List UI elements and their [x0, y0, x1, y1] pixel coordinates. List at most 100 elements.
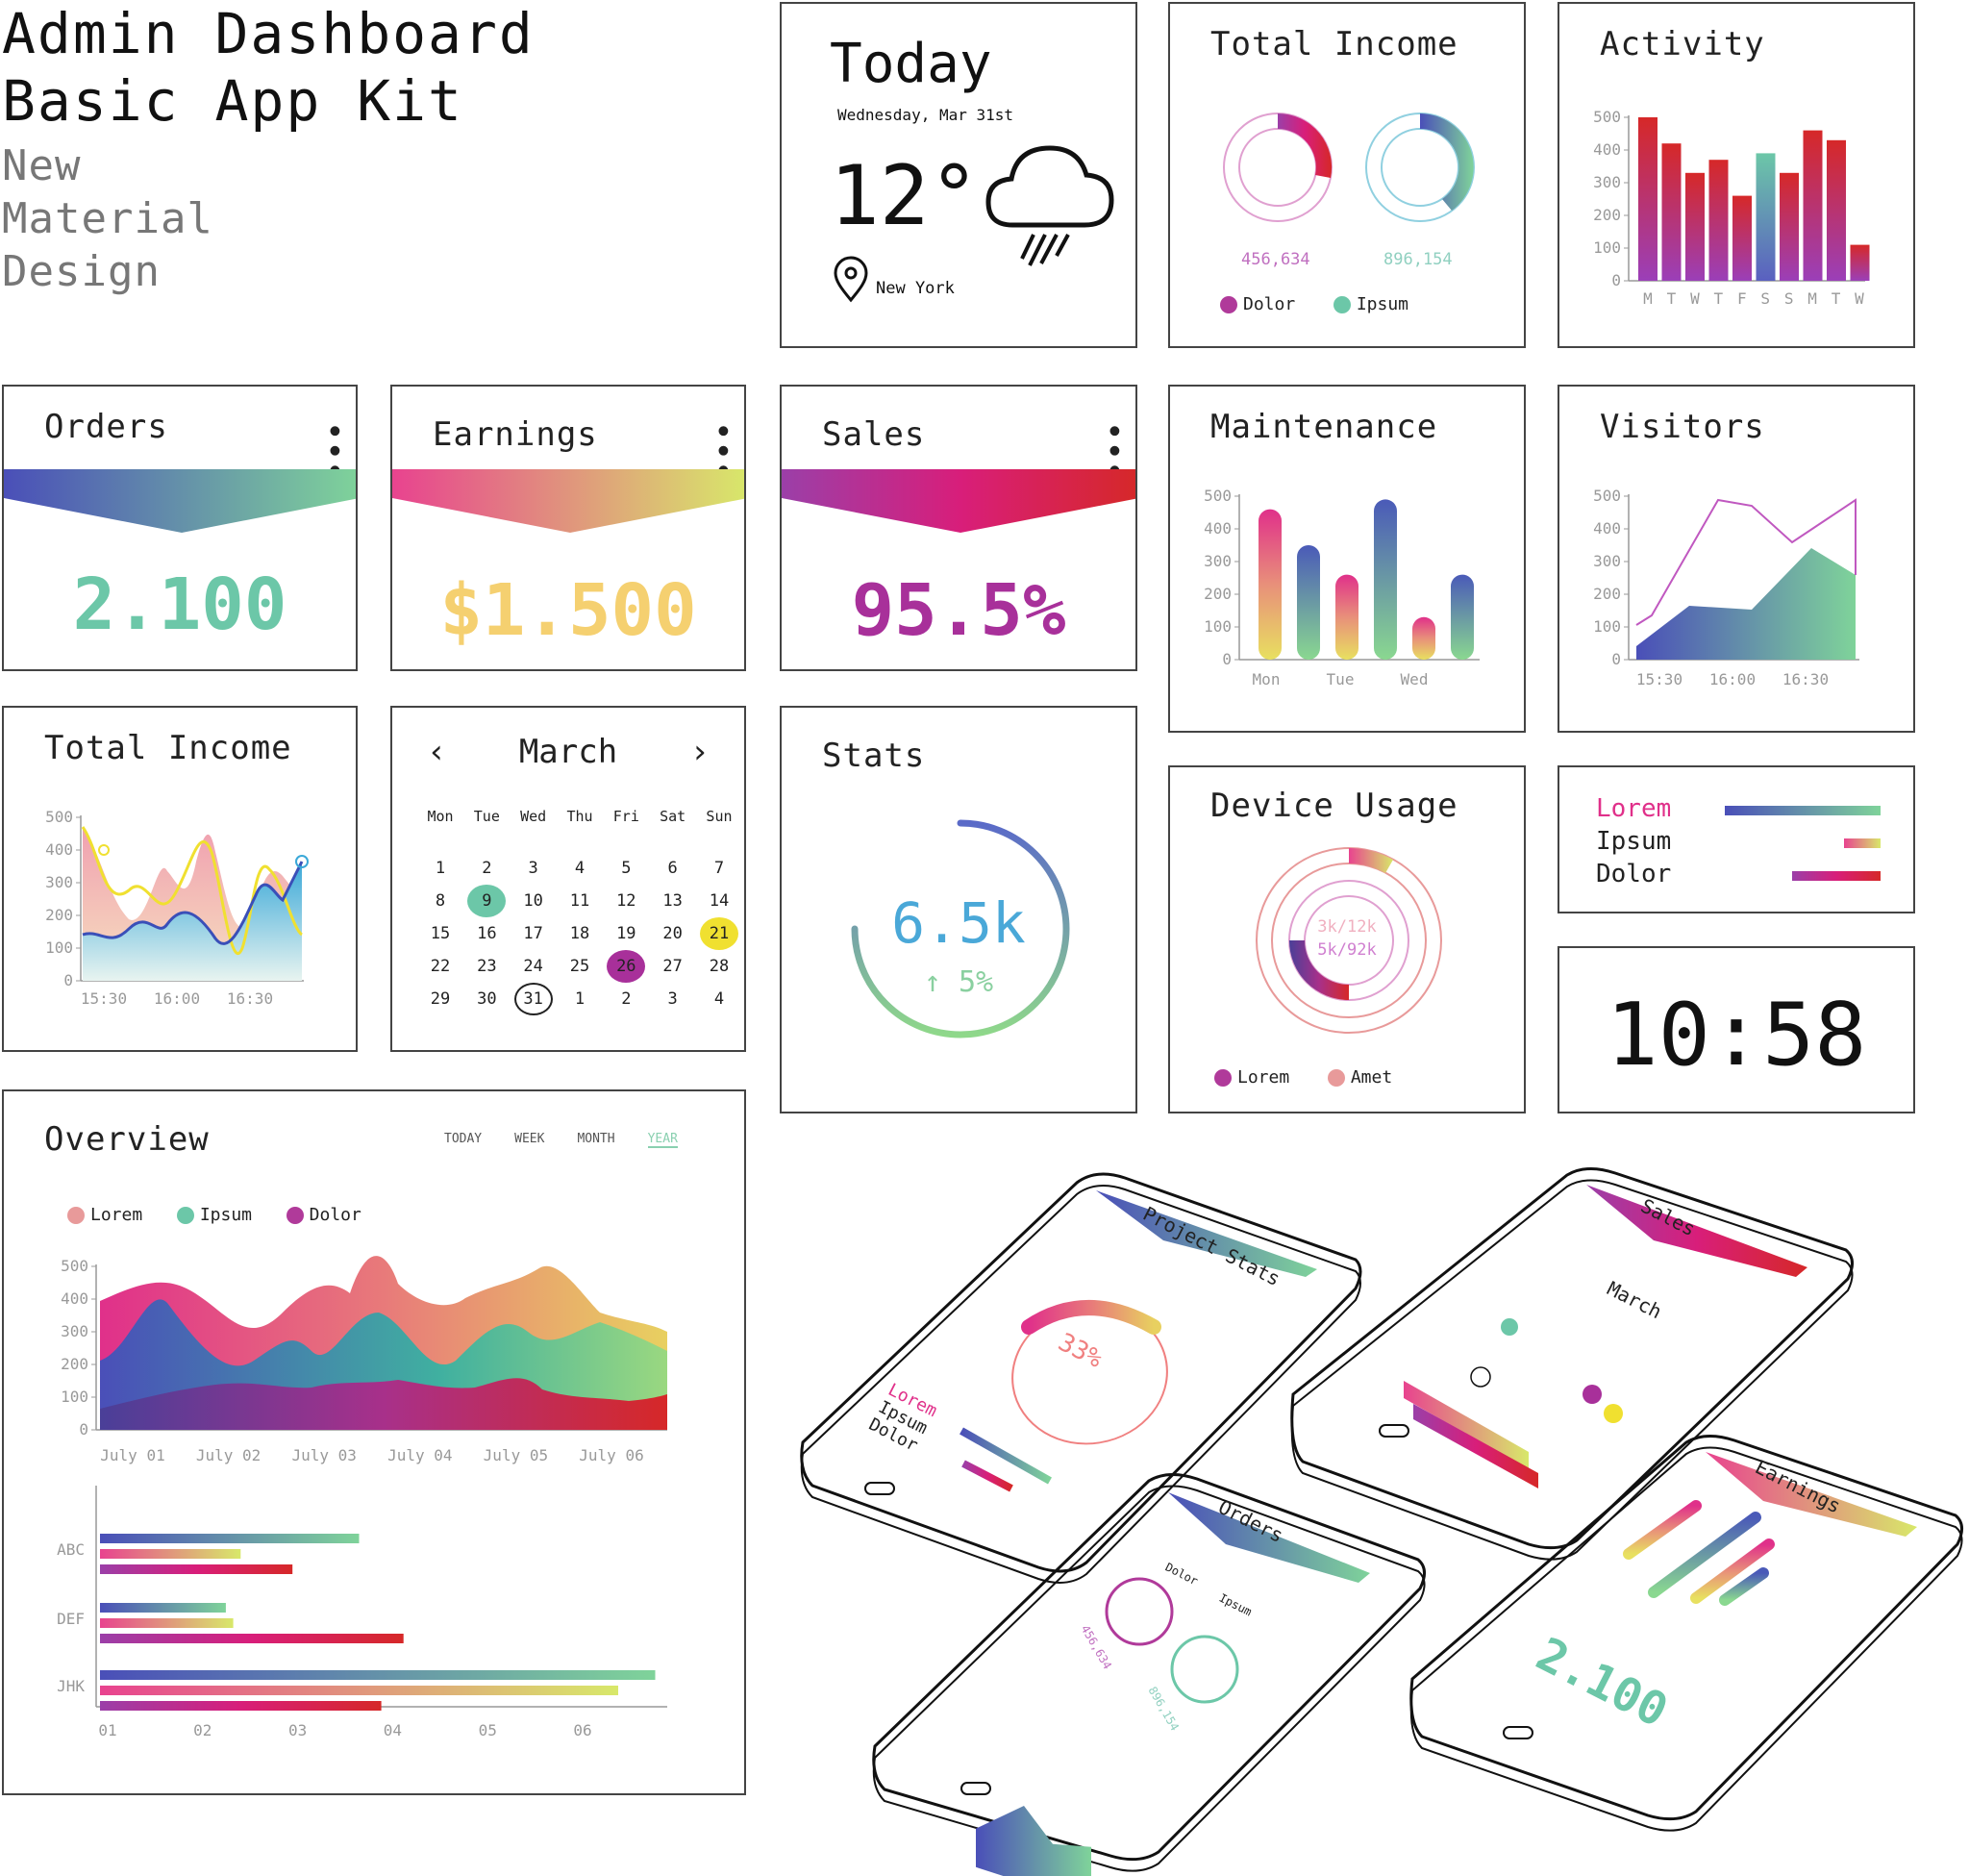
calendar-day[interactable]: 4	[574, 859, 586, 878]
calendar-day[interactable]: 8	[435, 891, 446, 911]
calendar-day[interactable]: 24	[523, 957, 543, 976]
overview-hbar	[100, 1686, 618, 1695]
calendar-day[interactable]: 4	[713, 989, 725, 1009]
temperature: 12°	[830, 148, 980, 244]
y-tick: 200	[45, 906, 73, 924]
sales-banner	[782, 469, 1135, 533]
calendar-day[interactable]: 13	[662, 891, 683, 911]
activity-bar	[1827, 139, 1846, 281]
activity-bar	[1708, 160, 1729, 281]
calendar-day[interactable]: 2	[621, 989, 632, 1009]
device-usage-card: Device Usage 3k/12k 5k/92k Lorem Amet	[1168, 765, 1526, 1113]
calendar-day[interactable]: 1	[574, 989, 586, 1009]
calendar-day[interactable]: 23	[477, 957, 497, 976]
maintenance-bar	[1259, 509, 1282, 660]
card-title: Total Income	[44, 729, 292, 767]
calendar-day[interactable]: 28	[709, 957, 730, 976]
activity-bar	[1685, 172, 1705, 281]
calendar-day[interactable]: 12	[616, 891, 636, 911]
stream-dolor	[100, 1378, 667, 1430]
y-tick: 500	[1204, 487, 1232, 505]
calendar-day[interactable]: 6	[667, 859, 678, 878]
rain-cloud-icon	[985, 145, 1114, 266]
calendar-day[interactable]: 30	[477, 989, 497, 1009]
y-tick: 100	[1593, 238, 1621, 257]
chevron-left-icon[interactable]: ‹	[427, 733, 447, 771]
sales-value: 95.5%	[851, 569, 1066, 652]
x-tick: M	[1807, 289, 1817, 308]
tab-year[interactable]: YEAR	[647, 1132, 678, 1148]
overview-hbar	[100, 1701, 382, 1711]
calendar-day[interactable]: 25	[569, 957, 590, 976]
weekday: Thu	[566, 808, 593, 825]
yellow-line	[81, 826, 304, 955]
calendar-day[interactable]: 20	[662, 924, 683, 943]
device-usage-rings	[1256, 847, 1442, 1034]
calendar-day[interactable]: 14	[709, 891, 730, 911]
total-income-area-card: Total Income 500 400 300 200 100 0 15:30 16:00 1…	[2, 706, 358, 1052]
end-dot	[295, 855, 309, 868]
calendar-day[interactable]: 26	[607, 950, 646, 983]
y-tick: 300	[45, 873, 73, 891]
calendar-day[interactable]: 10	[523, 891, 543, 911]
phone-sales-bars	[1404, 1381, 1538, 1488]
x-tick: Tue	[1327, 670, 1355, 688]
x-tick: 15:30	[81, 989, 127, 1008]
calendar-day[interactable]: 22	[430, 957, 451, 976]
location-pin-icon	[834, 256, 868, 303]
calendar-week: 29 30 31 1 2 3 4	[421, 983, 738, 1015]
activity-bar	[1732, 195, 1752, 281]
earnings-card: Earnings ••• $1.500	[390, 385, 746, 671]
bars-legend-card: Lorem Ipsum Dolor	[1558, 765, 1915, 913]
app-title: Admin Dashboard Basic App Kit	[2, 0, 535, 135]
y-tick: 400	[61, 1289, 88, 1308]
calendar-day[interactable]: 5	[621, 859, 632, 878]
today-date: Wednesday, Mar 31st	[837, 106, 1014, 124]
x-tick: M	[1643, 289, 1653, 308]
calendar-day[interactable]: 15	[430, 924, 451, 943]
calendar-day[interactable]: 18	[569, 924, 590, 943]
weekday: Sun	[706, 808, 733, 825]
calendar-day[interactable]: 21	[699, 917, 738, 950]
calendar-day[interactable]: 19	[616, 924, 636, 943]
y-tick: 100	[1204, 617, 1232, 636]
tab-week[interactable]: WEEK	[514, 1132, 545, 1146]
calendar-day[interactable]: 27	[662, 957, 683, 976]
calendar-day[interactable]: 29	[430, 989, 451, 1009]
phone-earnings: Earnings 2.100	[1408, 1429, 1965, 1833]
x-tick: July 01	[100, 1446, 164, 1464]
maintenance-bar	[1335, 574, 1358, 660]
earnings-value: $1.500	[439, 569, 697, 652]
phone-orders-illustration	[872, 1473, 1426, 1876]
overview-tabs: TODAY WEEK MONTH YEAR	[444, 1132, 678, 1148]
chevron-right-icon[interactable]: ›	[689, 733, 710, 771]
y-tick: 0	[63, 971, 73, 989]
legend-lorem: Lorem	[1237, 1067, 1290, 1088]
overview-hbar	[100, 1603, 226, 1613]
x-tick: T	[1832, 289, 1841, 308]
calendar-week: 15 16 17 18 19 20 21	[421, 917, 738, 950]
y-tick: 200	[1204, 585, 1232, 603]
overview-hbar	[100, 1634, 404, 1643]
calendar-day[interactable]: 9	[467, 885, 507, 917]
donut-dolor	[1223, 113, 1333, 222]
x-tick: 16:30	[227, 989, 273, 1008]
calendar-day[interactable]: 3	[528, 859, 538, 878]
calendar-day[interactable]: 7	[713, 859, 725, 878]
calendar-day[interactable]: 1	[435, 859, 446, 878]
card-title: Maintenance	[1210, 408, 1438, 446]
calendar-day[interactable]: 2	[482, 859, 492, 878]
legend-dot-ipsum	[1333, 295, 1351, 313]
calendar-day[interactable]: 3	[667, 989, 678, 1009]
card-title: Earnings	[433, 415, 598, 454]
calendar-day[interactable]: 16	[477, 924, 497, 943]
y-tick: 400	[45, 840, 73, 859]
calendar-day[interactable]: 11	[569, 891, 590, 911]
tab-month[interactable]: MONTH	[577, 1132, 615, 1146]
phone-project-stats: Project Stats 33% Lorem Ipsum Dolor	[798, 1163, 1375, 1587]
calendar-day[interactable]: 17	[523, 924, 543, 943]
y-tick: 300	[1204, 552, 1232, 570]
tab-today[interactable]: TODAY	[444, 1132, 483, 1146]
calendar-day[interactable]: 31	[513, 983, 553, 1015]
